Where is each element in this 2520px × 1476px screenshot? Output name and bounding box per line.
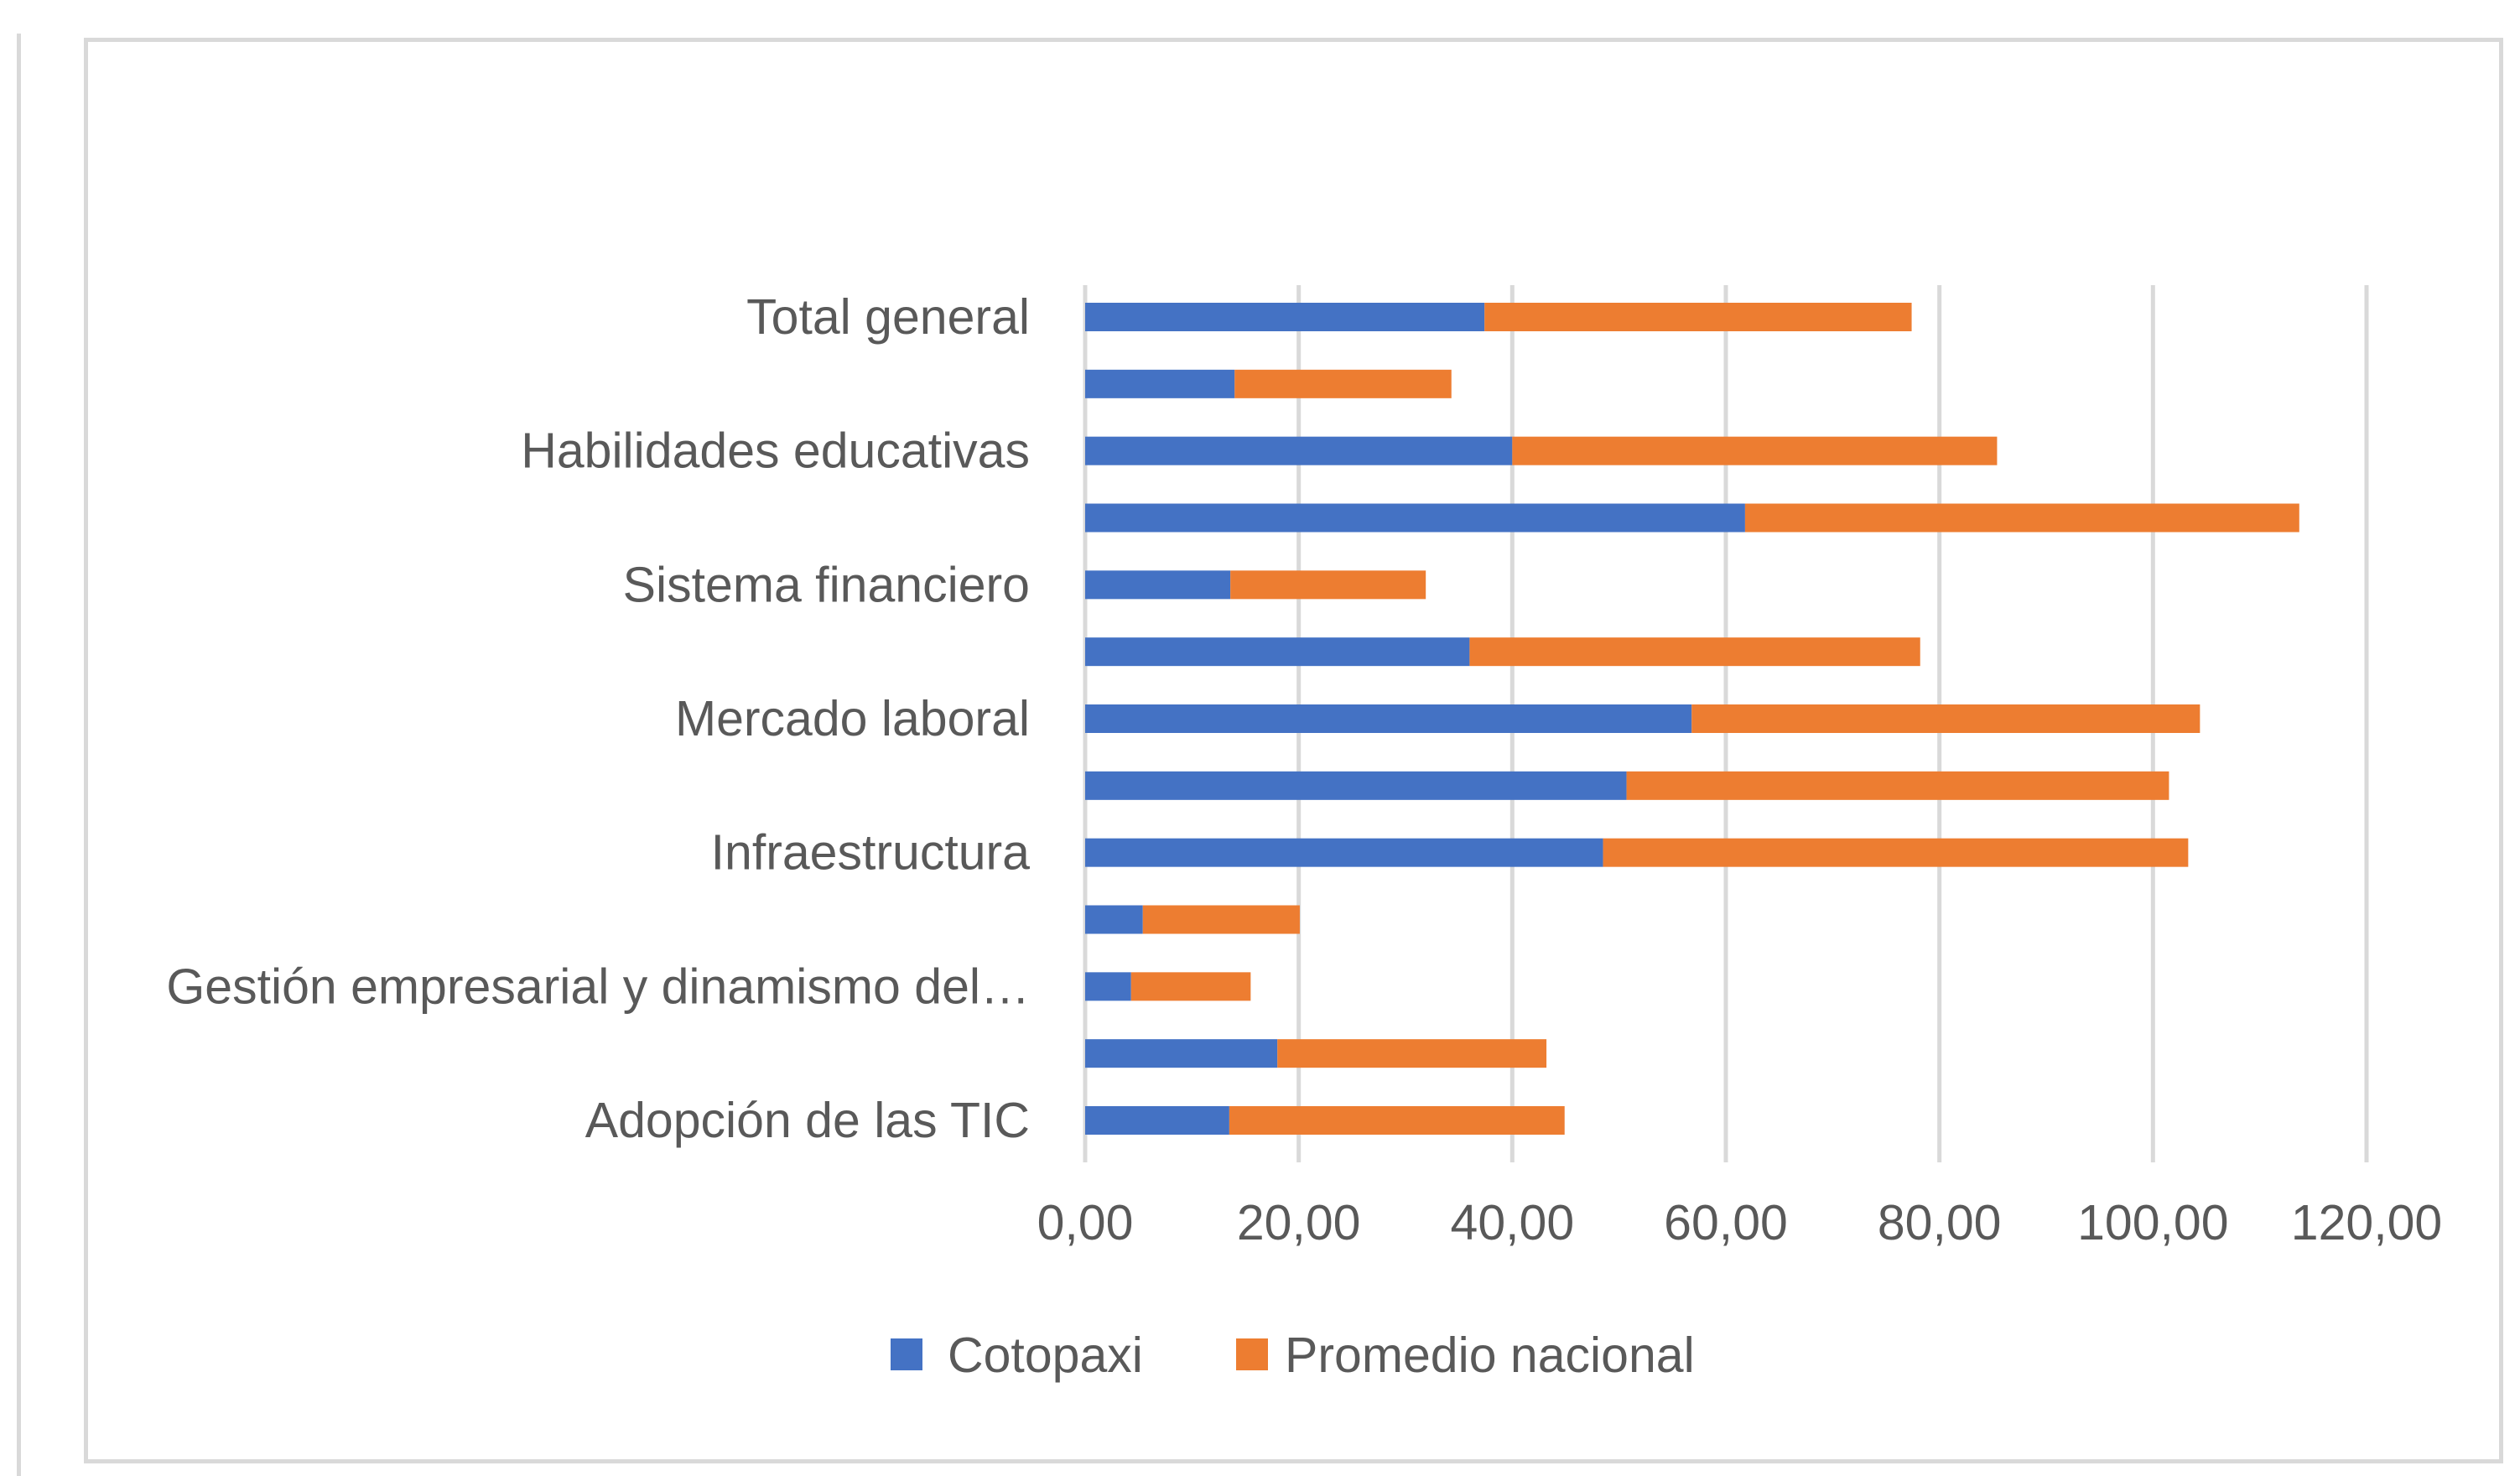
category-label-6: Mercado laboral — [675, 691, 1030, 746]
bar-promedio-nacional-12 — [1484, 303, 1912, 331]
bar-promedio-nacional-10 — [1512, 436, 1998, 465]
bar-cotopaxi-1 — [1085, 1039, 1278, 1068]
bar-promedio-nacional-4 — [1603, 838, 2189, 867]
adjacent-panel-edge — [0, 34, 21, 1476]
bar-cotopaxi-5 — [1085, 771, 1627, 800]
category-label-4: Infraestructura — [711, 825, 1031, 881]
bar-promedio-nacional-8 — [1230, 570, 1426, 600]
bar-cotopaxi-12 — [1085, 303, 1485, 331]
bar-cotopaxi-9 — [1085, 503, 1745, 533]
bar-cotopaxi-3 — [1085, 905, 1143, 934]
bar-promedio-nacional-2 — [1130, 972, 1251, 1001]
chart-area — [84, 38, 2503, 1463]
x-tick-label-3: 60,00 — [1664, 1195, 1788, 1250]
legend: Cotopaxi Promedio nacional — [891, 1328, 1695, 1383]
bar-cotopaxi-2 — [1085, 972, 1131, 1001]
bar-cotopaxi-8 — [1085, 570, 1231, 600]
bar-promedio-nacional-9 — [1744, 503, 2299, 533]
category-label-10: Habilidades educativas — [521, 424, 1030, 479]
category-label-2: Gestión empresarial y dinamismo del… — [166, 959, 1030, 1014]
x-tick-label-4: 80,00 — [1878, 1195, 2002, 1250]
bar-cotopaxi-7 — [1085, 637, 1470, 667]
bar-promedio-nacional-6 — [1691, 704, 2200, 733]
bar-cotopaxi-10 — [1085, 436, 1513, 465]
category-label-0: Adopción de las TIC — [585, 1093, 1030, 1148]
category-label-8: Sistema financiero — [623, 557, 1030, 612]
bar-cotopaxi-4 — [1085, 838, 1603, 867]
bar-promedio-nacional-0 — [1229, 1106, 1565, 1135]
legend-swatch-promedio-nacional — [1236, 1338, 1268, 1370]
category-labels: Adopción de las TIC Gestión empresarial y… — [166, 289, 1030, 1148]
x-axis-tick-labels: 0,00 20,00 40,00 60,00 80,00 100,00 120,00 — [1037, 1195, 2443, 1250]
bar-promedio-nacional-1 — [1277, 1039, 1547, 1068]
legend-label-cotopaxi: Cotopaxi — [948, 1328, 1143, 1383]
category-label-12: Total general — [746, 289, 1030, 345]
stacked-bar-chart: Adopción de las TIC Gestión empresarial y… — [166, 285, 2443, 1383]
bar-promedio-nacional-5 — [1626, 771, 2169, 800]
bar-promedio-nacional-11 — [1234, 369, 1452, 398]
x-tick-label-5: 100,00 — [2077, 1195, 2228, 1250]
x-tick-label-2: 40,00 — [1451, 1195, 1575, 1250]
x-tick-label-0: 0,00 — [1037, 1195, 1134, 1250]
legend-label-promedio-nacional: Promedio nacional — [1285, 1328, 1695, 1383]
legend-swatch-cotopaxi — [891, 1338, 922, 1370]
bar-cotopaxi-11 — [1085, 369, 1235, 398]
bars — [1085, 303, 2299, 1135]
x-tick-label-1: 20,00 — [1237, 1195, 1361, 1250]
bar-promedio-nacional-7 — [1469, 637, 1920, 667]
bar-cotopaxi-6 — [1085, 704, 1692, 733]
x-tick-label-6: 120,00 — [2291, 1195, 2442, 1250]
bar-cotopaxi-0 — [1085, 1106, 1229, 1135]
bar-promedio-nacional-3 — [1142, 905, 1300, 934]
